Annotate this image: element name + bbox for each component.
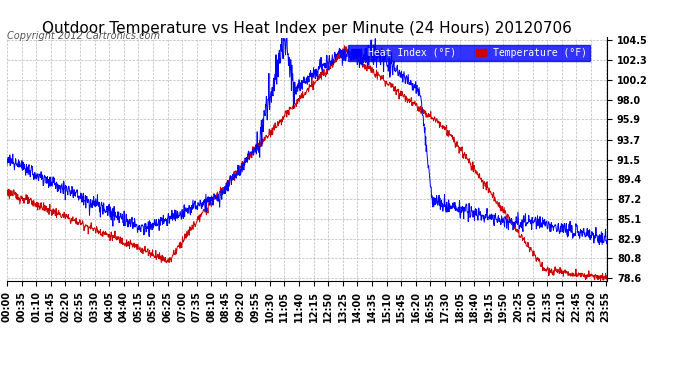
Text: Copyright 2012 Cartronics.com: Copyright 2012 Cartronics.com (7, 32, 160, 41)
Title: Outdoor Temperature vs Heat Index per Minute (24 Hours) 20120706: Outdoor Temperature vs Heat Index per Mi… (42, 21, 572, 36)
Legend: Heat Index (°F), Temperature (°F): Heat Index (°F), Temperature (°F) (348, 45, 591, 61)
